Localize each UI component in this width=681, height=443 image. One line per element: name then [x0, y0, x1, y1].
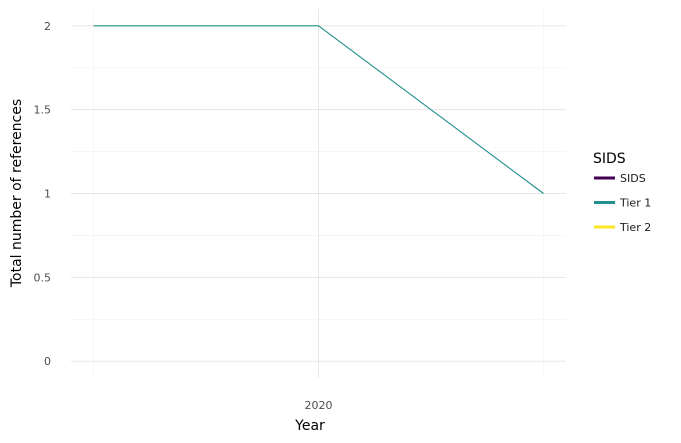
series-line: [93, 25, 544, 194]
x-tick-label: 2020: [305, 399, 333, 412]
y-tick-label: 1.5: [34, 104, 52, 117]
grid-major: [71, 9, 566, 378]
legend-title: SIDS: [593, 151, 626, 167]
x-axis-ticks: 2020: [305, 399, 333, 412]
y-tick-label: 0.5: [34, 271, 52, 284]
legend-label: Tier 1: [619, 197, 651, 210]
legend: SIDS SIDS Tier 1 Tier 2: [593, 151, 651, 234]
y-axis-title: Total number of references: [9, 99, 25, 288]
y-tick-label: 0: [44, 355, 51, 368]
legend-label: Tier 2: [619, 221, 651, 234]
y-axis-ticks: 0 0.5 1 1.5 2: [34, 20, 52, 368]
legend-label: SIDS: [620, 172, 646, 185]
series-layer: [93, 25, 544, 194]
x-axis-title: Year: [294, 418, 325, 434]
y-tick-label: 2: [44, 20, 51, 33]
y-tick-label: 1: [44, 188, 51, 201]
